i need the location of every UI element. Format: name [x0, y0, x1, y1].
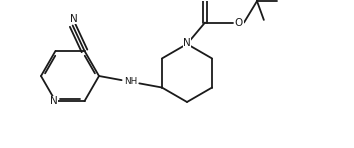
Text: N: N: [183, 38, 191, 48]
Text: N: N: [50, 96, 57, 106]
Text: O: O: [235, 18, 243, 28]
Text: NH: NH: [124, 77, 137, 86]
Text: O: O: [201, 0, 209, 1]
Text: N: N: [70, 13, 78, 24]
